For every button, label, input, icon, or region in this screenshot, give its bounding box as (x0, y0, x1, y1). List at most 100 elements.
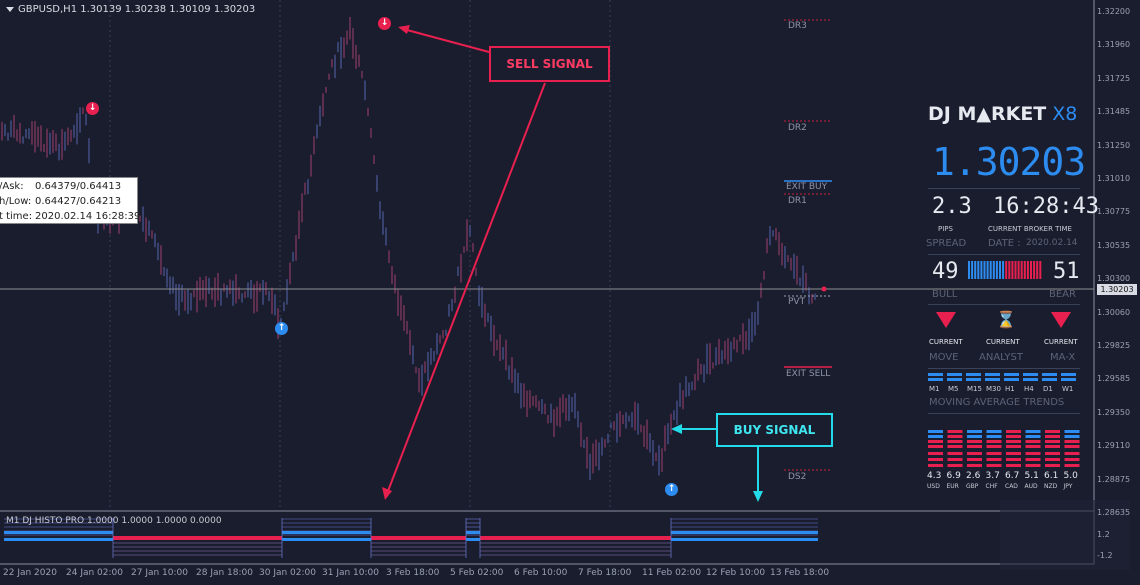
price-axis-tick: 1.30300 (1097, 274, 1131, 284)
histo-bar-bear (371, 536, 466, 540)
currency-strength-tick (1006, 435, 1021, 438)
currency-strength-tick (986, 430, 1002, 433)
currency-strength-bars (928, 430, 1080, 467)
divider (928, 254, 1080, 255)
timeframe-label: W1 (1062, 385, 1074, 393)
time-axis-tick: 11 Feb 02:00 (642, 568, 702, 578)
meter-tick (968, 261, 970, 279)
meter-tick (1002, 261, 1005, 279)
meter-tick (974, 261, 977, 279)
sell-signal-arrow-down-icon[interactable]: ↓ (86, 102, 99, 115)
price-axis-tick: 1.31250 (1097, 140, 1131, 150)
ma-x-label: MA-X (1050, 352, 1076, 363)
price-axis-tick: 1.28875 (1097, 474, 1131, 484)
currency-strength-value: 6.1 (1044, 471, 1059, 481)
currency-strength-tick (947, 440, 963, 443)
histo-bar-bull (466, 538, 480, 541)
tf-bar (985, 373, 1000, 376)
chevron-down-icon[interactable] (6, 6, 14, 12)
time-axis-tick: 28 Jan 18:00 (196, 568, 253, 578)
currency-strength-tick (967, 464, 982, 467)
histo-bar-bull (282, 531, 371, 534)
meter-tick (1020, 261, 1023, 279)
tf-bar (1042, 373, 1057, 376)
sell-signal-arrow-down-icon[interactable]: ↓ (378, 17, 391, 30)
symbol-quote: GBPUSD,H1 1.30139 1.30238 1.30109 1.3020… (18, 4, 256, 15)
currency-strength-tick (1064, 458, 1080, 461)
symbol-header[interactable]: GBPUSD,H1 1.30139 1.30238 1.30109 1.3020… (6, 4, 255, 15)
divider (928, 188, 1080, 189)
bear-label: BEAR (1049, 289, 1076, 300)
level-dr2: DR2 (788, 123, 807, 133)
currency-strength-tick (947, 464, 963, 467)
currency-name: CAD (1005, 483, 1018, 490)
meter-tick (1030, 261, 1032, 279)
divider (928, 413, 1080, 414)
meter-tick (1039, 261, 1042, 279)
currency-name: CHF (985, 483, 998, 490)
high-low-value: 0.64427/0.64213 (35, 196, 122, 207)
meter-tick (1008, 261, 1011, 279)
currency-strength-tick (928, 430, 943, 433)
currency-strength-tick (967, 445, 982, 448)
time-value: 2020.02.14 16:28:39 (35, 211, 141, 222)
meter-tick (1036, 261, 1039, 279)
buy-signal-arrow-up-icon[interactable]: ↑ (275, 322, 288, 335)
currency-strength-tick (947, 445, 963, 448)
currency-strength-value: 6.9 (946, 471, 961, 481)
time-axis-tick: 30 Jan 02:00 (259, 568, 316, 578)
timeframe-label: M1 (929, 385, 940, 393)
bull-value: 49 (932, 259, 959, 284)
sell-signal-callout: SELL SIGNAL (489, 46, 610, 82)
currency-strength-tick (947, 435, 963, 438)
time-axis-tick: 6 Feb 10:00 (514, 568, 568, 578)
tf-bar (1004, 378, 1019, 381)
currency-strength-tick (986, 445, 1002, 448)
histo-bar-bull (4, 538, 113, 541)
histo-bar-bull (282, 538, 371, 541)
tf-bar (1023, 378, 1038, 381)
time-axis-tick: 31 Jan 10:00 (322, 568, 379, 578)
histo-bar-bear (113, 536, 282, 540)
price-axis-tick: 1.29585 (1097, 374, 1131, 384)
histo-bar-bull (466, 531, 480, 534)
time-axis-tick: 5 Feb 02:00 (450, 568, 504, 578)
meter-tick (971, 261, 974, 279)
current-price-tag: 1.30203 (1097, 284, 1137, 295)
currency-strength-tick (1064, 440, 1080, 443)
tf-bar (947, 373, 962, 376)
meter-tick (1005, 261, 1008, 279)
timeframe-label: H4 (1024, 385, 1034, 393)
timeframe-label: M5 (948, 385, 959, 393)
tf-bar (928, 378, 943, 381)
meter-tick (1014, 261, 1017, 279)
brand-version: X8 (1052, 103, 1078, 125)
time-label: t time: (0, 211, 33, 222)
buy-signal-arrow-up-icon[interactable]: ↑ (665, 483, 678, 496)
price-axis-tick: 1.31010 (1097, 174, 1131, 183)
timeframe-label: M30 (986, 385, 1001, 393)
currency-strength-tick (967, 430, 982, 433)
currency-strength-value: 3.7 (985, 471, 1000, 481)
currency-strength-tick (928, 440, 943, 443)
meter-tick (986, 261, 989, 279)
currency-strength-tick (1006, 452, 1021, 455)
tf-bar (966, 373, 981, 376)
high-low-row: h/Low: 0.64427/0.64213 (0, 194, 137, 209)
currency-strength-tick (967, 435, 982, 438)
date-value: 2020.02.14 (1026, 238, 1078, 248)
currency-strength-value: 4.3 (927, 471, 942, 481)
time-axis-tick: 27 Jan 10:00 (131, 568, 188, 578)
currency-strength-value: 5.1 (1024, 471, 1039, 481)
currency-strength-tick (1064, 435, 1080, 438)
currency-strength-tick (1006, 464, 1021, 467)
level-dr1: DR1 (788, 196, 807, 206)
bid-ask-value: 0.64379/0.64413 (35, 181, 122, 192)
currency-strength-tick (1006, 430, 1021, 433)
histo-bar-bull (671, 531, 818, 534)
currency-strength-tick (1006, 445, 1021, 448)
broker-time-label: CURRENT BROKER TIME (988, 225, 1072, 233)
currency-strength-tick (947, 430, 963, 433)
tf-bar (966, 378, 981, 381)
